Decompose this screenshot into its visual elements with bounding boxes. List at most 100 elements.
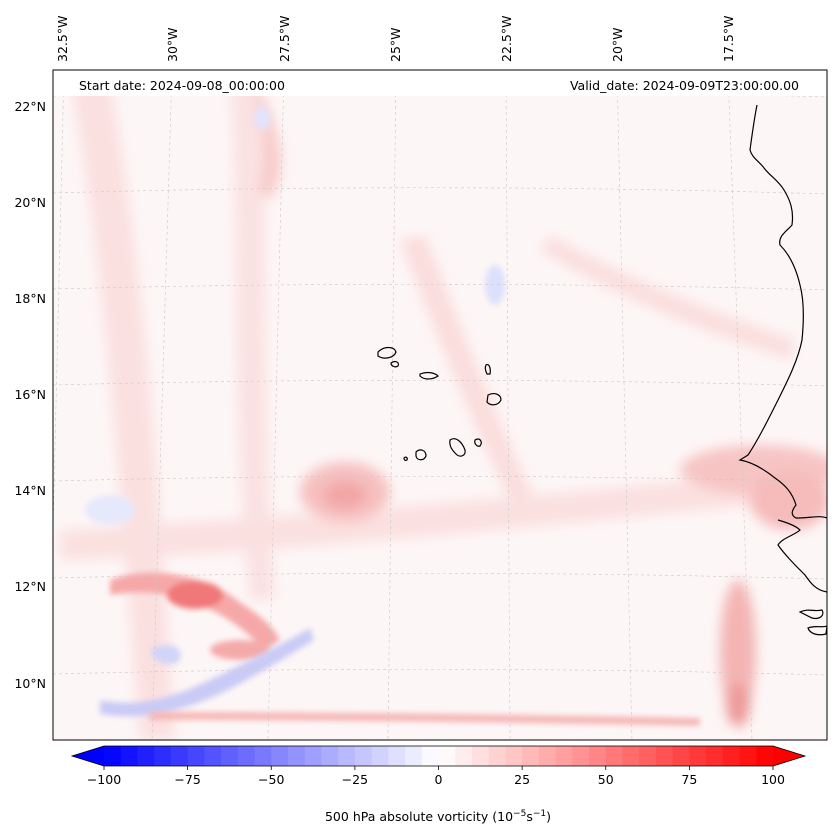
santo-antao-island — [377, 346, 397, 359]
colorbar-cell — [639, 746, 657, 766]
negative-vorticity-patch — [254, 106, 270, 130]
colorbar-ticks: −100 −75 −50 −25 0 25 50 75 100 — [87, 766, 785, 787]
lat-label-12n: 12°N — [14, 579, 46, 594]
lat-label-20n: 20°N — [14, 195, 46, 210]
colorbar-label-exponent: −5 — [513, 809, 526, 819]
strong-positive-vorticity-band — [110, 572, 280, 650]
negative-vorticity-patch — [85, 495, 135, 525]
map-frame — [52, 69, 828, 741]
colorbar-cell — [405, 746, 423, 766]
colorbar-min-extension — [72, 746, 104, 766]
lon-label-17-5w: 17.5°W — [721, 16, 736, 62]
colorbar-cell — [706, 746, 724, 766]
graticule-lon-27-5w — [267, 70, 285, 740]
lat-label-14n: 14°N — [14, 483, 46, 498]
colorbar-cell — [438, 746, 456, 766]
colorbar-label-unit: s — [526, 809, 533, 824]
lat-label-22n: 22°N — [14, 99, 46, 114]
lon-label-22-5w: 22.5°W — [499, 16, 514, 62]
colorbar-cell — [371, 746, 389, 766]
colorbar-cell — [287, 746, 306, 766]
colorbar-cell — [555, 746, 573, 766]
negative-vorticity-patch — [485, 265, 505, 305]
colorbar-tick-label: −50 — [258, 772, 284, 787]
colorbar-tick-label: 100 — [761, 772, 785, 787]
sao-nicolau-island — [419, 371, 439, 380]
colorbar-cell — [170, 746, 189, 766]
colorbar-tick-label: 50 — [598, 772, 614, 787]
vorticity-field — [60, 80, 827, 740]
guinea-bissau-coastline — [777, 519, 827, 593]
colorbar-cell — [354, 746, 373, 766]
colorbar-cell — [338, 746, 356, 766]
lat-label-16n: 16°N — [14, 387, 46, 402]
colorbar-tick-label: −100 — [87, 772, 121, 787]
lon-label-32-5w: 32.5°W — [55, 16, 70, 62]
colorbar-label-exponent: −1 — [533, 809, 546, 819]
lat-label-18n: 18°N — [14, 291, 46, 306]
map-area: Start date: 2024-09-08_00:00:00 Valid_da… — [53, 70, 827, 740]
graticule-lon-30w — [151, 70, 173, 740]
colorbar-cell — [104, 746, 122, 766]
colorbar-cells — [104, 746, 774, 766]
lon-label-20w: 20°W — [610, 27, 625, 62]
colorbar-cell — [455, 746, 473, 766]
negative-vorticity-arc — [100, 628, 314, 717]
longitude-labels: 32.5°W 30°W 27.5°W 25°W 22.5°W 20°W 17.5… — [55, 16, 736, 62]
coastlines — [377, 104, 827, 636]
fogo-island — [415, 449, 427, 461]
positive-vorticity-band — [230, 80, 275, 600]
sal-island — [484, 363, 491, 375]
colorbar-cell — [421, 746, 439, 766]
latitude-labels: 22°N 20°N 18°N 16°N 14°N 12°N 10°N — [14, 99, 46, 691]
colorbar-cell — [505, 746, 523, 766]
colorbar-cell — [572, 746, 590, 766]
african-coastline — [738, 104, 827, 519]
date-header-strip — [53, 70, 827, 96]
colorbar-cell — [388, 746, 406, 766]
graticule-lon-17-5w — [727, 70, 753, 740]
graticule-lon-20w — [616, 70, 633, 740]
colorbar-tick-label: 75 — [681, 772, 697, 787]
colorbar: −100 −75 −50 −25 0 25 50 75 100 500 hPa absolute… — [70, 745, 807, 824]
bijagos-island — [798, 609, 824, 620]
maio-island — [474, 438, 482, 447]
colorbar-cell — [605, 746, 623, 766]
colorbar-cell — [187, 746, 205, 766]
colorbar-cell — [204, 746, 222, 766]
positive-vorticity-band — [60, 470, 805, 560]
colorbar-cell — [488, 746, 506, 766]
start-date-label: Start date: 2024-09-08_00:00:00 — [79, 78, 285, 93]
colorbar-cell — [522, 746, 540, 766]
colorbar-cell — [154, 746, 172, 766]
lon-label-27-5w: 27.5°W — [277, 16, 292, 62]
colorbar-cell — [471, 746, 490, 766]
colorbar-cell — [672, 746, 690, 766]
coastal-positive-vorticity — [720, 580, 756, 720]
positive-vorticity-patch — [210, 640, 270, 660]
lon-label-30w: 30°W — [165, 27, 180, 62]
colorbar-cell — [237, 746, 255, 766]
positive-vorticity-streak — [150, 712, 700, 726]
colorbar-cell — [221, 746, 239, 766]
colorbar-cell — [689, 746, 707, 766]
colorbar-label-prefix: 500 hPa absolute vorticity (10 — [325, 809, 513, 824]
colorbar-label-suffix: ) — [546, 809, 551, 824]
colorbar-cell — [589, 746, 607, 766]
graticule-lat-18n — [53, 283, 827, 291]
graticule-lon-25w — [387, 70, 397, 740]
graticule-lat-10n — [53, 668, 827, 676]
strong-positive-vorticity-core — [167, 581, 223, 609]
graticule-lon-22-5w — [505, 70, 511, 740]
sao-vicente-island — [390, 360, 400, 368]
colorbar-tick-label: 25 — [514, 772, 530, 787]
graticule-lat-14n — [53, 475, 827, 483]
colorbar-cell — [120, 746, 138, 766]
colorbar-cell — [321, 746, 339, 766]
colorbar-cell — [622, 746, 640, 766]
valid-date-label: Valid_date: 2024-09-09T23:00:00.00 — [570, 78, 799, 93]
colorbar-cell — [538, 746, 556, 766]
positive-vorticity-band — [540, 235, 795, 360]
colorbar-cell — [756, 746, 774, 766]
